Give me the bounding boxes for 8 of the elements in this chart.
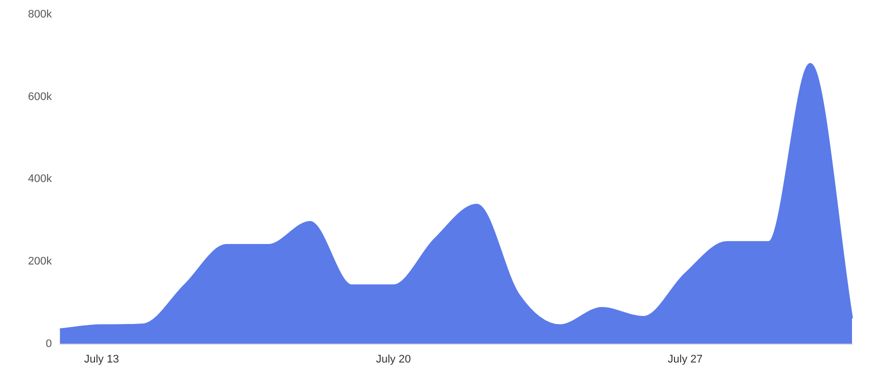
y-tick-label: 400k — [28, 173, 52, 186]
x-tick-label: July 27 — [668, 353, 703, 366]
y-tick-label: 200k — [28, 256, 52, 268]
x-tick-label: July 13 — [84, 353, 119, 366]
y-tick-label: 0 — [46, 338, 52, 350]
x-tick-label: July 20 — [376, 353, 411, 366]
y-tick-label: 600k — [28, 90, 52, 103]
y-tick-label: 800k — [28, 8, 52, 21]
